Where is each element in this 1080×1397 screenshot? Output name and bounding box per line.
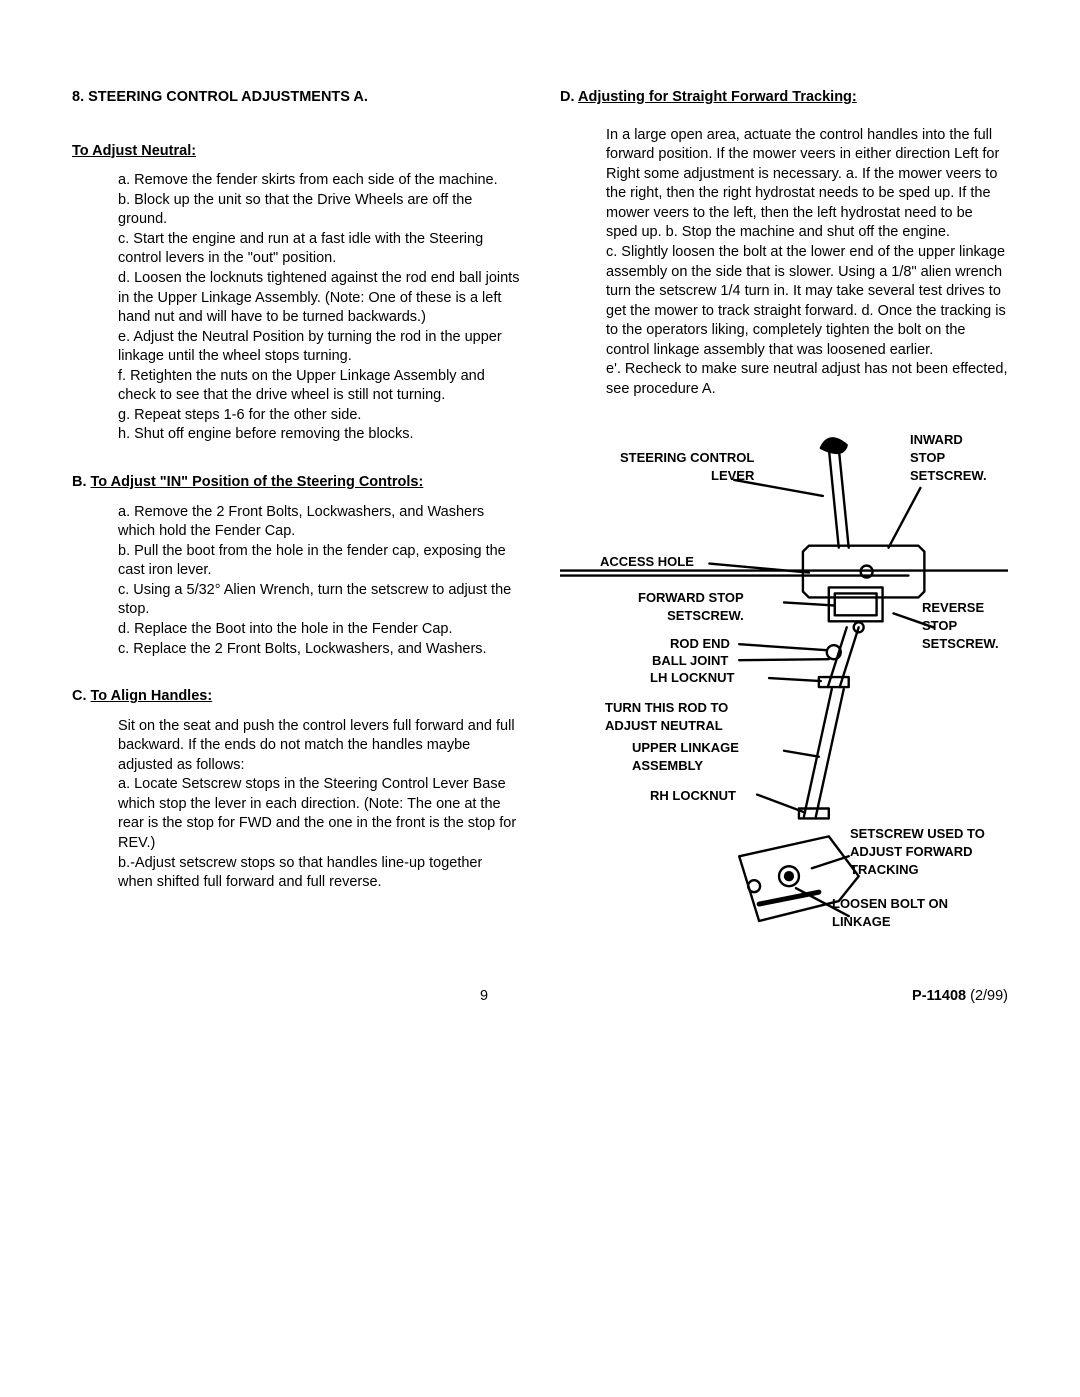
label-rh-locknut: RH LOCKNUT (650, 787, 736, 805)
section-b-head: To Adjust "IN" Position of the Steering … (91, 474, 424, 490)
label-access-hole: ACCESS HOLE (600, 553, 694, 571)
section-d-body: In a large open area, actuate the contro… (606, 126, 1008, 400)
label-upper-linkage-assembly: UPPER LINKAGE ASSEMBLY (632, 739, 739, 774)
doc-id: P-11408 (912, 988, 966, 1004)
page-footer: 9 P-11408 (2/99) (0, 987, 1080, 1057)
right-column: D. Adjusting for Straight Forward Tracki… (560, 88, 1008, 967)
section-8-title: 8. STEERING CONTROL ADJUSTMENTS A. (72, 88, 520, 108)
steering-diagram: STEERING CONTROL LEVER INWARD STOP SETSC… (560, 427, 1008, 967)
doc-rev: (2/99) (970, 988, 1008, 1004)
section-d-prefix: D. (560, 89, 578, 105)
label-rod-end: ROD END (670, 635, 730, 653)
label-lh-locknut: LH LOCKNUT (650, 669, 735, 687)
label-loosen-bolt: LOOSEN BOLT ON LINKAGE (832, 895, 948, 930)
section-a-head: To Adjust Neutral: (72, 143, 196, 159)
label-turn-rod: TURN THIS ROD TO ADJUST NEUTRAL (605, 699, 728, 734)
label-forward-stop-setscrew: FORWARD STOP SETSCREW. (638, 589, 744, 624)
section-b-body: a. Remove the 2 Front Bolts, Lockwashers… (118, 503, 520, 660)
section-d-head: Adjusting for Straight Forward Tracking: (578, 89, 857, 105)
left-column: 8. STEERING CONTROL ADJUSTMENTS A. To Ad… (72, 88, 520, 967)
label-steering-control-lever: STEERING CONTROL LEVER (620, 449, 754, 484)
label-setscrew-fwd-tracking: SETSCREW USED TO ADJUST FORWARD TRACKING (850, 825, 985, 878)
label-reverse-stop-setscrew: REVERSE STOP SETSCREW. (922, 599, 999, 652)
section-c-head: To Align Handles: (91, 688, 213, 704)
section-a-body: a. Remove the fender skirts from each si… (118, 171, 520, 445)
section-c-prefix: C. (72, 688, 91, 704)
label-inward-stop-setscrew: INWARD STOP SETSCREW. (910, 431, 987, 484)
section-c-body: Sit on the seat and push the control lev… (118, 717, 520, 893)
section-b-prefix: B. (72, 474, 91, 490)
page-number: 9 (480, 987, 488, 1007)
label-ball-joint: BALL JOINT (652, 652, 728, 670)
diagram-svg (560, 427, 1008, 967)
